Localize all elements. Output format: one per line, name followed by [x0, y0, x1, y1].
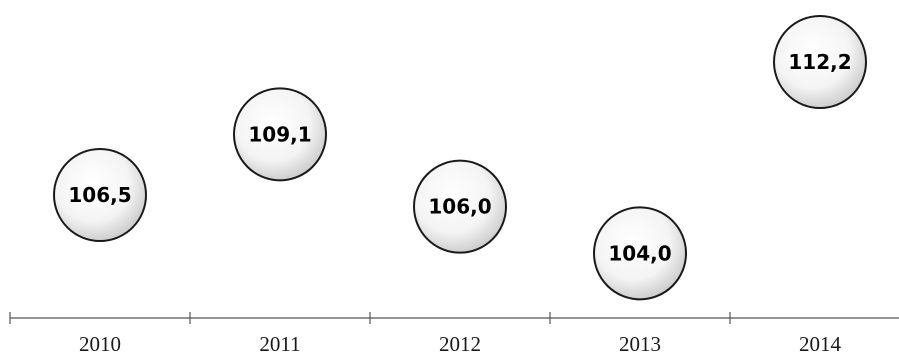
x-tick-label: 2010: [79, 332, 121, 354]
x-tick-label: 2011: [259, 332, 300, 354]
x-tick-label: 2013: [619, 332, 661, 354]
data-label: 106,5: [68, 183, 131, 207]
data-point-marker: [773, 15, 867, 109]
data-point-marker: [593, 206, 687, 301]
x-tick-label: 2014: [799, 332, 842, 354]
data-point-marker: [53, 148, 147, 242]
data-label: 112,2: [788, 50, 851, 74]
data-points: 106,5 109,1 106,0 104,0 112,2: [53, 15, 867, 301]
data-label: 106,0: [428, 195, 491, 219]
data-label: 109,1: [248, 122, 311, 146]
data-point-marker: [233, 87, 327, 182]
x-axis: 2010 2011 2012 2013 2014: [9, 312, 899, 354]
x-tick-label: 2012: [439, 332, 481, 354]
data-point-marker: [413, 159, 507, 254]
data-label: 104,0: [608, 241, 671, 265]
